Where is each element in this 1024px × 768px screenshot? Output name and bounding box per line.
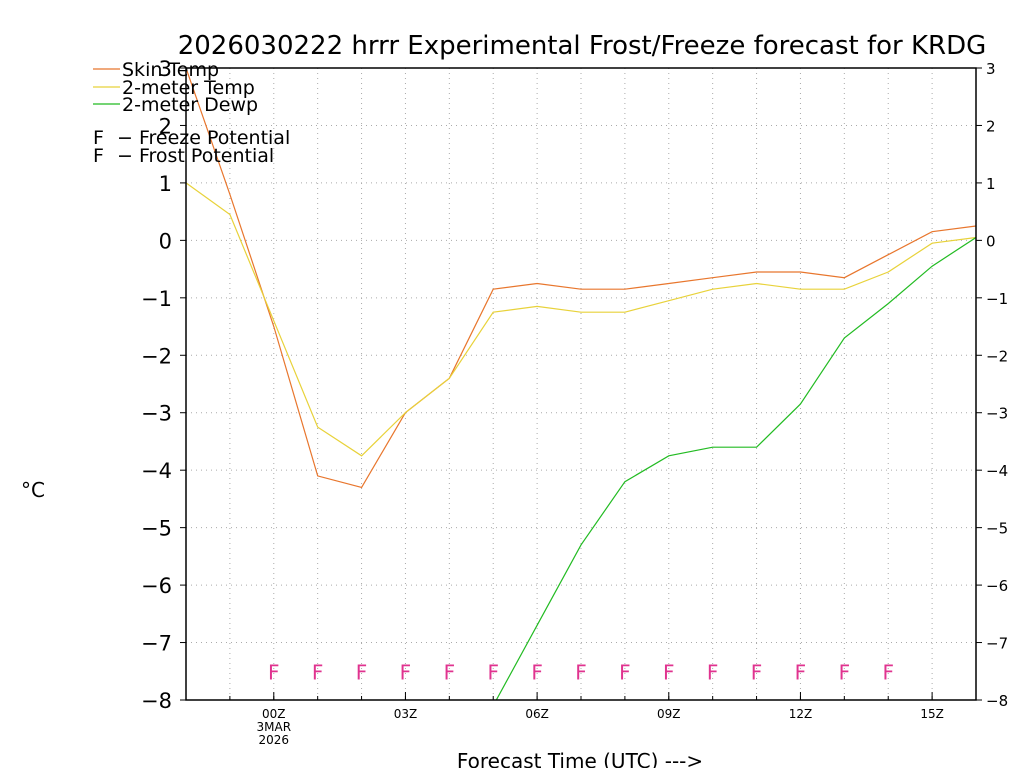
- y-tick-label-left: 1: [159, 172, 172, 196]
- legend-frost-symbol: F: [93, 145, 104, 167]
- y-axis-label: °C: [21, 478, 45, 502]
- y-tick-label-left: −8: [141, 689, 172, 713]
- y-tick-label-left: −6: [141, 574, 172, 598]
- series-group: [186, 68, 976, 700]
- freeze-marker: F: [531, 660, 543, 684]
- series-line-2-meter-dewp: [495, 236, 976, 700]
- x-axis-label: Forecast Time (UTC) --->: [457, 749, 703, 768]
- freeze-marker: F: [444, 660, 456, 684]
- x-tick-label: 06Z: [525, 707, 549, 721]
- y-tick-label-right: −3: [986, 405, 1008, 423]
- y-tick-label-right: 0: [986, 232, 996, 250]
- x-tick-label: 12Z: [789, 707, 813, 721]
- legend-label-2m-temp: 2-meter Temp: [122, 77, 255, 99]
- y-tick-label-left: −3: [141, 402, 172, 426]
- freeze-marker: F: [400, 660, 412, 684]
- freeze-marker: F: [619, 660, 631, 684]
- freeze-marker: F: [795, 660, 807, 684]
- series-lines: [186, 68, 976, 700]
- legend-label-skin-temp: Skin Temp: [122, 59, 219, 81]
- y-tick-label-right: −7: [986, 635, 1008, 653]
- x-tick-label: 15Z: [920, 707, 944, 721]
- legend: Skin Temp 2-meter Temp 2-meter Dewp F − …: [93, 59, 290, 167]
- y-tick-label-right: −8: [986, 692, 1008, 710]
- freeze-marker: F: [268, 660, 280, 684]
- y-tick-label-right: 3: [986, 60, 996, 78]
- y-tick-label-right: 2: [986, 117, 996, 135]
- y-tick-label-left: 0: [159, 229, 172, 253]
- y-tick-label-right: −1: [986, 290, 1008, 308]
- axis-ticks: 3 3 2 2 1 1 0 0 −1 −1 −2 −2 −3 −3 −4 −4 −5 −5 −6 −6 −7 −7 −8 −8…: [141, 57, 1008, 747]
- x-tick-sublabel: 2026: [259, 733, 290, 747]
- legend-freeze-label: − Freeze Potential: [117, 127, 290, 149]
- freeze-marker: F: [663, 660, 675, 684]
- x-tick-sublabel: 3MAR: [257, 720, 292, 734]
- legend-freeze-symbol: F: [93, 127, 104, 149]
- y-tick-label-left: 3: [159, 57, 172, 81]
- freeze-marker: F: [839, 660, 851, 684]
- grid: [186, 68, 976, 700]
- y-tick-label-left: −5: [141, 517, 172, 541]
- freeze-marker: F: [707, 660, 719, 684]
- freeze-marker: F: [882, 660, 894, 684]
- series-line-2-meter-temp: [186, 182, 976, 457]
- y-tick-label-left: −7: [141, 632, 172, 656]
- y-tick-label-right: 1: [986, 175, 996, 193]
- freeze-marker: F: [312, 660, 324, 684]
- y-tick-label-right: −4: [986, 462, 1008, 480]
- freeze-marker: F: [751, 660, 763, 684]
- y-tick-label-left: −4: [141, 459, 172, 483]
- x-tick-label: 00Z: [262, 707, 286, 721]
- x-tick-label: 09Z: [657, 707, 681, 721]
- series-line-skin-temp: [186, 68, 976, 489]
- y-tick-label-left: −2: [141, 344, 172, 368]
- x-tick-label: 03Z: [394, 707, 418, 721]
- legend-label-2m-dewp: 2-meter Dewp: [122, 94, 258, 116]
- y-tick-label-right: −6: [986, 577, 1008, 595]
- freeze-marker: F: [575, 660, 587, 684]
- y-tick-label-left: −1: [141, 287, 172, 311]
- y-tick-label-left: 2: [159, 114, 172, 138]
- freeze-marker: F: [487, 660, 499, 684]
- y-tick-label-right: −5: [986, 520, 1008, 538]
- y-tick-label-right: −2: [986, 347, 1008, 365]
- freeze-marker: F: [356, 660, 368, 684]
- legend-frost-label: − Frost Potential: [117, 145, 274, 167]
- chart-title: 2026030222 hrrr Experimental Frost/Freez…: [178, 31, 987, 61]
